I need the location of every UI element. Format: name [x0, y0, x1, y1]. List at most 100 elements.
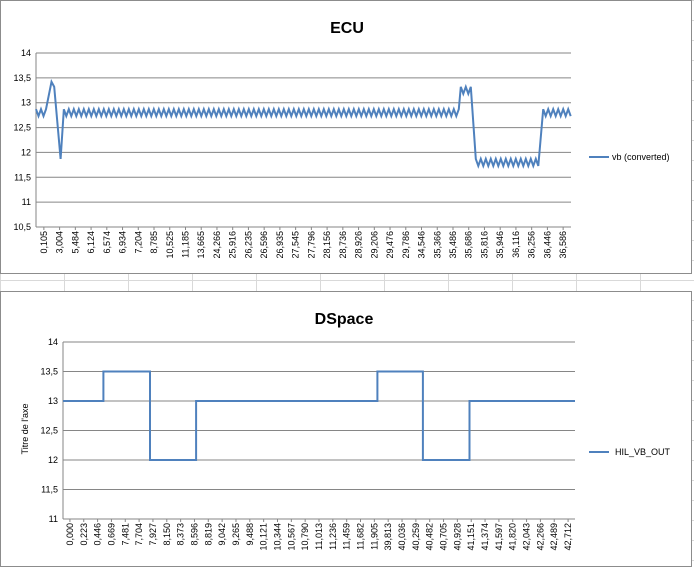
x-tick-label: 36,256 [527, 231, 537, 259]
x-tick-label: 28,926 [354, 231, 364, 259]
x-tick-label: 13,665 [196, 231, 206, 259]
x-tick-label: 11,682 [356, 523, 366, 550]
x-tick-label: 35,486 [448, 231, 458, 259]
x-tick-label: 6,574 [102, 231, 112, 254]
x-tick-label: 41,820 [508, 523, 518, 551]
x-tick-label: 9,042 [217, 523, 227, 546]
x-tick-label: 35,946 [495, 231, 505, 259]
gridlines [62, 341, 575, 522]
x-tick-label: 26,596 [259, 231, 269, 259]
series-line-hil-vb-out [63, 370, 575, 461]
x-tick-labels: 0,000 0,223 0,446 0,669 7,481 7,704 7,927 8,150… [65, 523, 573, 551]
y-tick-label: 11 [22, 197, 31, 207]
x-tick-label: 24,266 [212, 231, 222, 259]
x-tick-label: 0,446 [93, 523, 103, 546]
gridlines [35, 52, 571, 230]
x-tick-label: 42,266 [535, 523, 545, 551]
x-tick-label: 6,934 [118, 231, 128, 254]
chart-title: DSpace [315, 311, 374, 328]
x-tick-label: 7,704 [134, 523, 144, 546]
y-tick-label: 13,5 [40, 367, 58, 377]
x-tick-label: 0,105 [39, 231, 49, 254]
x-tick-label: 40,482 [425, 523, 435, 551]
x-tick-label: 36,116 [511, 231, 521, 258]
y-tick-label: 13 [21, 98, 31, 108]
x-tick-label: 27,796 [306, 231, 316, 259]
x-tick-label: 41,597 [494, 523, 504, 551]
y-tick-label: 13 [48, 396, 58, 406]
x-tick-label: 0,669 [106, 523, 116, 546]
x-tick-label: 28,736 [338, 231, 348, 259]
x-tick-label: 40,036 [397, 523, 407, 551]
y-tick-label: 14 [48, 337, 58, 347]
y-tick-label: 11,5 [14, 172, 31, 182]
series-line-vb-converted [35, 78, 572, 169]
chart-title: ECU [330, 20, 364, 37]
x-tick-label: 7,927 [148, 523, 158, 546]
chart-ecu[interactable]: ECU 10,5 11 11,5 12 12,5 13 13,5 14 0,105 3,004 5… [0, 0, 692, 274]
x-tick-label: 42,489 [549, 523, 559, 551]
y-tick-labels: 10,5 11 11,5 12 12,5 13 13,5 14 [13, 48, 31, 232]
y-tick-label: 12,5 [40, 426, 58, 436]
legend-label: HIL_VB_OUT [615, 447, 671, 457]
x-tick-label: 0,000 [65, 523, 75, 546]
x-tick-label: 29,786 [401, 231, 411, 259]
x-tick-label: 11,013 [314, 523, 324, 550]
y-tick-label: 10,5 [13, 222, 31, 232]
x-tick-label: 40,928 [452, 523, 462, 551]
x-tick-label: 28,156 [322, 231, 332, 259]
x-tick-label: 11,905 [369, 523, 379, 550]
x-tick-label: 34,546 [417, 231, 427, 259]
x-tick-label: 8,596 [189, 523, 199, 546]
x-tick-label: 10,525 [165, 231, 175, 259]
y-tick-label: 11,5 [41, 485, 58, 495]
x-tick-label: 11,236 [328, 523, 338, 550]
chart-ecu-svg: ECU 10,5 11 11,5 12 12,5 13 13,5 14 0,105 3,004 5… [13, 20, 670, 259]
x-tick-label: 40,259 [411, 523, 421, 551]
y-tick-label: 14 [21, 48, 31, 58]
x-tick-label: 7,204 [133, 231, 143, 254]
y-tick-labels: 11 11,5 12 12,5 13 13,5 14 [40, 337, 58, 524]
x-tick-label: 26,235 [243, 231, 253, 259]
chart-dspace[interactable]: DSpace Titre de l'axe 11 11,5 12 12,5 13 13,5… [0, 291, 692, 567]
x-tick-label: 42,712 [563, 523, 573, 551]
y-axis-title: Titre de l'axe [20, 404, 30, 455]
x-tick-label: 26,935 [275, 231, 285, 259]
x-tick-label: 10,344 [272, 523, 282, 551]
x-tick-label: 8,819 [203, 523, 213, 546]
x-tick-labels: 0,105 3,004 5,484 6,124 6,574 6,934 7,204 8,785… [39, 231, 568, 259]
x-tick-label: 9,488 [245, 523, 255, 546]
x-tick-label: 7,481 [120, 523, 130, 546]
x-tick-label: 9,265 [231, 523, 241, 546]
y-tick-label: 11 [49, 514, 58, 524]
x-tick-label: 41,374 [480, 523, 490, 551]
x-tick-label: 10,567 [286, 523, 296, 551]
x-tick-label: 10,121 [259, 523, 269, 551]
x-tick-label: 11,459 [342, 523, 352, 550]
x-tick-label: 36,586 [558, 231, 568, 259]
chart-dspace-svg: DSpace Titre de l'axe 11 11,5 12 12,5 13 13,5… [20, 311, 671, 551]
x-tick-label: 8,373 [176, 523, 186, 546]
x-tick-label: 25,916 [228, 231, 238, 259]
y-tick-label: 12,5 [13, 123, 31, 133]
legend-label: vb (converted) [612, 152, 670, 162]
x-tick-label: 5,484 [70, 231, 80, 254]
y-tick-label: 12 [21, 147, 31, 157]
x-tick-label: 39,813 [383, 523, 393, 551]
x-tick-label: 35,816 [479, 231, 489, 259]
x-tick-label: 8,785 [149, 231, 159, 254]
x-tick-label: 42,043 [522, 523, 532, 551]
x-tick-label: 35,686 [464, 231, 474, 259]
y-tick-label: 13,5 [13, 73, 31, 83]
x-tick-label: 40,705 [439, 523, 449, 551]
x-tick-label: 11,185 [180, 231, 190, 258]
x-tick-label: 29,476 [385, 231, 395, 259]
y-tick-label: 12 [48, 455, 58, 465]
x-tick-label: 3,004 [55, 231, 65, 254]
x-tick-label: 35,366 [432, 231, 442, 259]
x-tick-label: 41,151 [466, 523, 476, 551]
x-tick-label: 36,446 [542, 231, 552, 259]
x-tick-label: 0,223 [79, 523, 89, 546]
x-tick-label: 8,150 [162, 523, 172, 546]
x-tick-label: 10,790 [300, 523, 310, 551]
